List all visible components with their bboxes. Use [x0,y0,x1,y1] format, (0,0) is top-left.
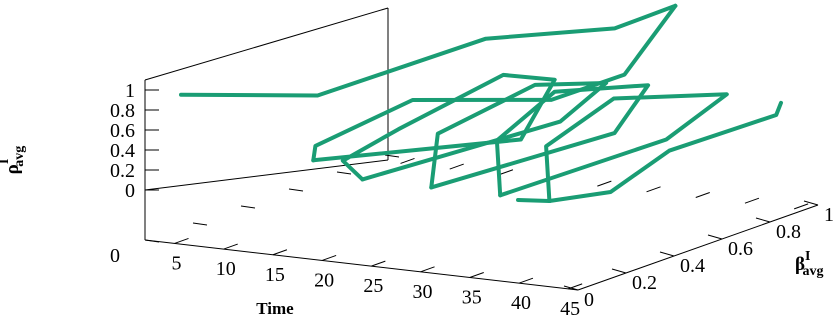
x-tick-label: 20 [314,269,334,291]
series-line [498,92,729,203]
y-tick [611,268,627,274]
y-axis-line [577,204,819,291]
series-line [311,72,557,182]
x-tick-label: 10 [216,258,236,280]
y-back-tick [192,222,208,226]
y-tick [755,217,771,223]
y-axis-title-symbol: β [795,254,805,275]
y-axis-title: βI avg [795,249,823,279]
x-tick-label: 45 [560,298,580,320]
x-tick-label: 30 [413,281,433,303]
x-tick [321,254,337,261]
z-floor-label: 0 [110,245,120,267]
y-back-tick [288,188,304,192]
y-axis-title-sub: avg [802,264,823,279]
y-tick [803,200,819,206]
series-line [516,198,552,203]
series-line [179,3,678,98]
x-tick-label: 15 [265,264,285,286]
z-tick-label: 0.8 [110,100,135,122]
tick-labels: 5 10 15 20 25 30 35 40 45 00.20.40.60.8100.20.40.… [110,80,834,320]
series-line [547,100,783,203]
svg-text:ρIavg: ρIavg [0,146,27,175]
z-tick-label: 1 [125,80,135,102]
y-tick-label: 0 [584,289,594,311]
x-back-tick [793,203,809,210]
back-floor-edge [144,159,389,191]
x-axis-line [144,239,579,291]
y-tick [563,285,579,291]
x-tick [518,277,534,284]
series-line [311,3,678,163]
x-back-tick [744,197,760,204]
y-tick [707,234,723,240]
z-axis-title-symbol: ρ [2,164,23,174]
series-line [360,81,609,190]
x-tick [371,260,386,267]
y-tick-label: 0.4 [680,255,705,277]
x-tick [223,243,238,250]
z-axis-title-sup: I [0,159,12,164]
x-back-tick [597,180,612,187]
y-axis-title-sup: I [805,249,810,264]
axis-frame [144,7,819,291]
y-tick [659,251,675,257]
y-tick-label: 1 [824,204,834,226]
z-tick-label: 0.4 [110,140,135,162]
axis-ticks [144,89,819,291]
y-back-tick [384,154,400,158]
z-tick-label: 0.6 [110,120,135,142]
series-line [429,83,651,198]
y-tick-label: 0.6 [728,238,753,260]
z-tick-label: 0.2 [110,160,135,182]
top-back-edge [144,7,389,81]
x-tick [174,237,189,244]
y-back-tick [240,205,256,209]
x-back-tick [400,157,415,164]
y-tick-label: 0.8 [776,221,801,243]
x-tick [272,249,288,256]
x-tick [469,272,484,278]
x-tick-label: 35 [462,287,482,309]
x-back-tick [646,186,661,193]
x-tick-label: 25 [363,275,383,297]
x-tick [420,266,435,273]
y-tick-label: 0.2 [632,272,657,294]
z-axis-title-sub: avg [12,146,27,167]
y-back-tick [336,171,352,175]
x-tick-label: 5 [172,252,182,274]
series-group [179,3,783,203]
z-axis-title: ρIavg [0,146,27,175]
x-back-tick [449,163,464,170]
x-tick-label: 40 [511,292,531,314]
x-axis-title: Time [256,299,294,318]
y-back-tick [144,239,160,243]
z-tick-label: 0 [125,180,135,202]
x-back-tick [695,192,710,198]
floor-ticks [144,154,809,243]
x-back-tick [498,169,514,176]
